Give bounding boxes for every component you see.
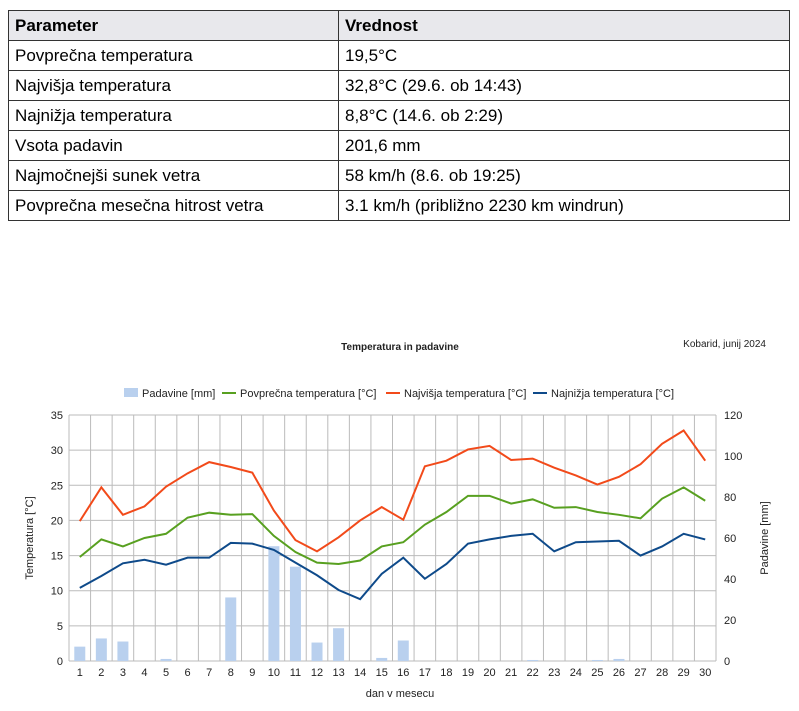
table-row: Povprečna temperatura 19,5°C	[8, 40, 790, 71]
x-tick-label: 9	[249, 667, 255, 679]
y-tick-label: 0	[57, 656, 63, 668]
x-tick-label: 22	[527, 667, 539, 679]
x-tick-label: 12	[311, 667, 323, 679]
legend-label: Najvišja temperatura [°C]	[404, 388, 526, 400]
x-axis-label: dan v mesecu	[366, 688, 434, 700]
y-tick-label: 25	[51, 480, 63, 492]
stats-table: Parameter Vrednost Povprečna temperatura…	[8, 10, 790, 221]
series-line	[79, 486, 706, 566]
chart-subtitle: Kobarid, junij 2024	[683, 339, 766, 350]
precipitation-bar	[95, 638, 107, 661]
precipitation-bar	[268, 546, 280, 661]
table-row: Vsota padavin 201,6 mm	[8, 130, 790, 161]
x-tick-label: 4	[141, 667, 147, 679]
y2-tick-label: 40	[724, 574, 736, 586]
precipitation-bar	[289, 566, 301, 661]
x-tick-label: 2	[98, 667, 104, 679]
value-cell: 32,8°C (29.6. ob 14:43)	[338, 70, 790, 101]
precipitation-bar	[376, 657, 388, 661]
y-axis-label: Temperatura [°C]	[24, 496, 36, 579]
parameter-cell: Najvišja temperatura	[8, 70, 339, 101]
x-tick-label: 27	[634, 667, 646, 679]
x-tick-label: 5	[163, 667, 169, 679]
legend-label: Najnižja temperatura [°C]	[551, 388, 674, 400]
x-tick-label: 20	[483, 667, 495, 679]
legend-label: Povprečna temperatura [°C]	[240, 388, 376, 400]
series-line	[78, 429, 707, 553]
y-tick-label: 30	[51, 445, 63, 457]
parameter-cell: Najnižja temperatura	[8, 100, 339, 131]
x-tick-label: 13	[332, 667, 344, 679]
x-tick-label: 29	[678, 667, 690, 679]
precipitation-bar	[311, 642, 323, 661]
x-tick-label: 28	[656, 667, 668, 679]
table-row: Najvišja temperatura 32,8°C (29.6. ob 14:…	[8, 70, 790, 101]
y2-tick-label: 20	[724, 615, 736, 627]
parameter-cell: Povprečna temperatura	[8, 40, 339, 71]
x-tick-label: 8	[228, 667, 234, 679]
x-tick-label: 10	[268, 667, 280, 679]
y-tick-label: 35	[51, 410, 63, 422]
x-tick-label: 11	[290, 667, 301, 679]
table-row: Povprečna mesečna hitrost vetra 3.1 km/h …	[8, 190, 790, 221]
x-tick-label: 30	[699, 667, 711, 679]
x-tick-label: 26	[613, 667, 625, 679]
value-cell: 3.1 km/h (približno 2230 km windrun)	[338, 190, 790, 221]
x-tick-label: 15	[376, 667, 388, 679]
x-tick-label: 18	[440, 667, 452, 679]
precipitation-bar	[333, 628, 345, 661]
y-tick-label: 15	[51, 551, 63, 563]
precipitation-bar	[613, 658, 625, 661]
x-tick-label: 1	[77, 667, 83, 679]
table-row: Najmočnejši sunek vetra 58 km/h (8.6. ob …	[8, 160, 790, 191]
legend-label: Padavine [mm]	[142, 388, 215, 400]
x-tick-label: 6	[185, 667, 191, 679]
y2-axis-label: Padavine [mm]	[759, 501, 771, 574]
precipitation-bar	[160, 658, 172, 661]
parameter-cell: Vsota padavin	[8, 130, 339, 161]
x-tick-label: 3	[120, 667, 126, 679]
y-tick-label: 10	[51, 586, 63, 598]
precipitation-bar	[397, 640, 409, 661]
precipitation-bar	[117, 641, 129, 661]
precipitation-bar	[591, 659, 603, 661]
y2-tick-label: 100	[724, 451, 742, 463]
legend-swatch-precipitation	[124, 388, 138, 397]
series-line	[79, 532, 706, 601]
y2-tick-label: 0	[724, 656, 730, 668]
table-row: Najnižja temperatura 8,8°C (14.6. ob 2:29…	[8, 100, 790, 131]
x-tick-label: 21	[505, 667, 517, 679]
x-tick-label: 23	[548, 667, 560, 679]
y-tick-label: 20	[51, 515, 63, 527]
chart-title: Temperatura in padavine	[341, 342, 459, 353]
value-cell: 58 km/h (8.6. ob 19:25)	[338, 160, 790, 191]
precipitation-bar	[74, 646, 86, 661]
value-cell: 8,8°C (14.6. ob 2:29)	[338, 100, 790, 131]
y2-tick-label: 60	[724, 533, 736, 545]
x-tick-label: 16	[397, 667, 409, 679]
parameter-cell: Povprečna mesečna hitrost vetra	[8, 190, 339, 221]
parameter-cell: Najmočnejši sunek vetra	[8, 160, 339, 191]
y2-tick-label: 80	[724, 492, 736, 504]
x-tick-label: 17	[419, 667, 431, 679]
x-tick-label: 14	[354, 667, 366, 679]
x-tick-label: 24	[570, 667, 582, 679]
precipitation-bar	[527, 659, 539, 661]
y2-tick-label: 120	[724, 410, 742, 422]
precipitation-bar	[225, 597, 237, 661]
x-tick-label: 7	[206, 667, 212, 679]
header-parameter: Parameter	[8, 10, 339, 41]
table-header-row: Parameter Vrednost	[8, 10, 790, 41]
y-tick-label: 5	[57, 621, 63, 633]
x-tick-label: 19	[462, 667, 474, 679]
x-tick-label: 25	[591, 667, 603, 679]
value-cell: 201,6 mm	[338, 130, 790, 161]
